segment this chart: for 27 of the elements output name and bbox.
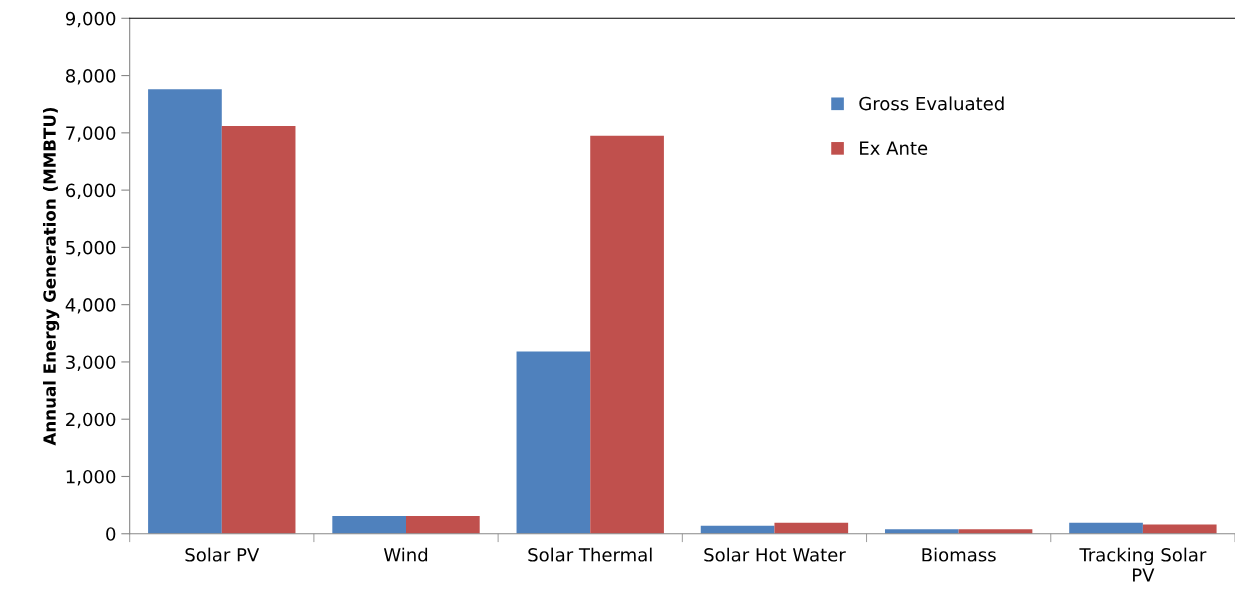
x-tick-label: Tracking Solar PV bbox=[1079, 547, 1207, 582]
legend-label: Gross Evaluated bbox=[859, 96, 1004, 111]
x-tick-label: Biomass bbox=[922, 547, 996, 562]
bar bbox=[332, 516, 407, 534]
bar bbox=[774, 522, 849, 534]
y-tick-label: 6,000 bbox=[66, 183, 116, 200]
y-tick-label: 5,000 bbox=[66, 240, 116, 257]
y-tick-label: 1,000 bbox=[66, 469, 116, 486]
bar bbox=[590, 135, 664, 534]
y-tick-label: 2,000 bbox=[66, 412, 116, 429]
x-tick-label: Solar Hot Water bbox=[704, 547, 846, 562]
bar bbox=[516, 351, 591, 534]
y-tick-label: 3,000 bbox=[66, 355, 116, 371]
y-tick-label: 4,000 bbox=[65, 298, 116, 314]
legend-label: Ex Ante bbox=[860, 141, 928, 155]
y-tick-label: 7,000 bbox=[66, 126, 116, 142]
x-tick-label: Solar PV bbox=[185, 547, 260, 562]
bar bbox=[148, 89, 222, 534]
bar bbox=[1069, 522, 1143, 534]
x-tick-label: Wind bbox=[383, 547, 428, 562]
y-tick-label: 9,000 bbox=[65, 11, 116, 28]
y-tick-label: 0 bbox=[106, 527, 116, 541]
bar bbox=[406, 516, 480, 534]
x-tick-label: Solar Thermal bbox=[528, 547, 652, 562]
y-tick-label: 8,000 bbox=[66, 69, 116, 85]
bar bbox=[221, 125, 296, 534]
y-axis-title: Annual Energy Generation (MMBTU) bbox=[42, 107, 60, 446]
